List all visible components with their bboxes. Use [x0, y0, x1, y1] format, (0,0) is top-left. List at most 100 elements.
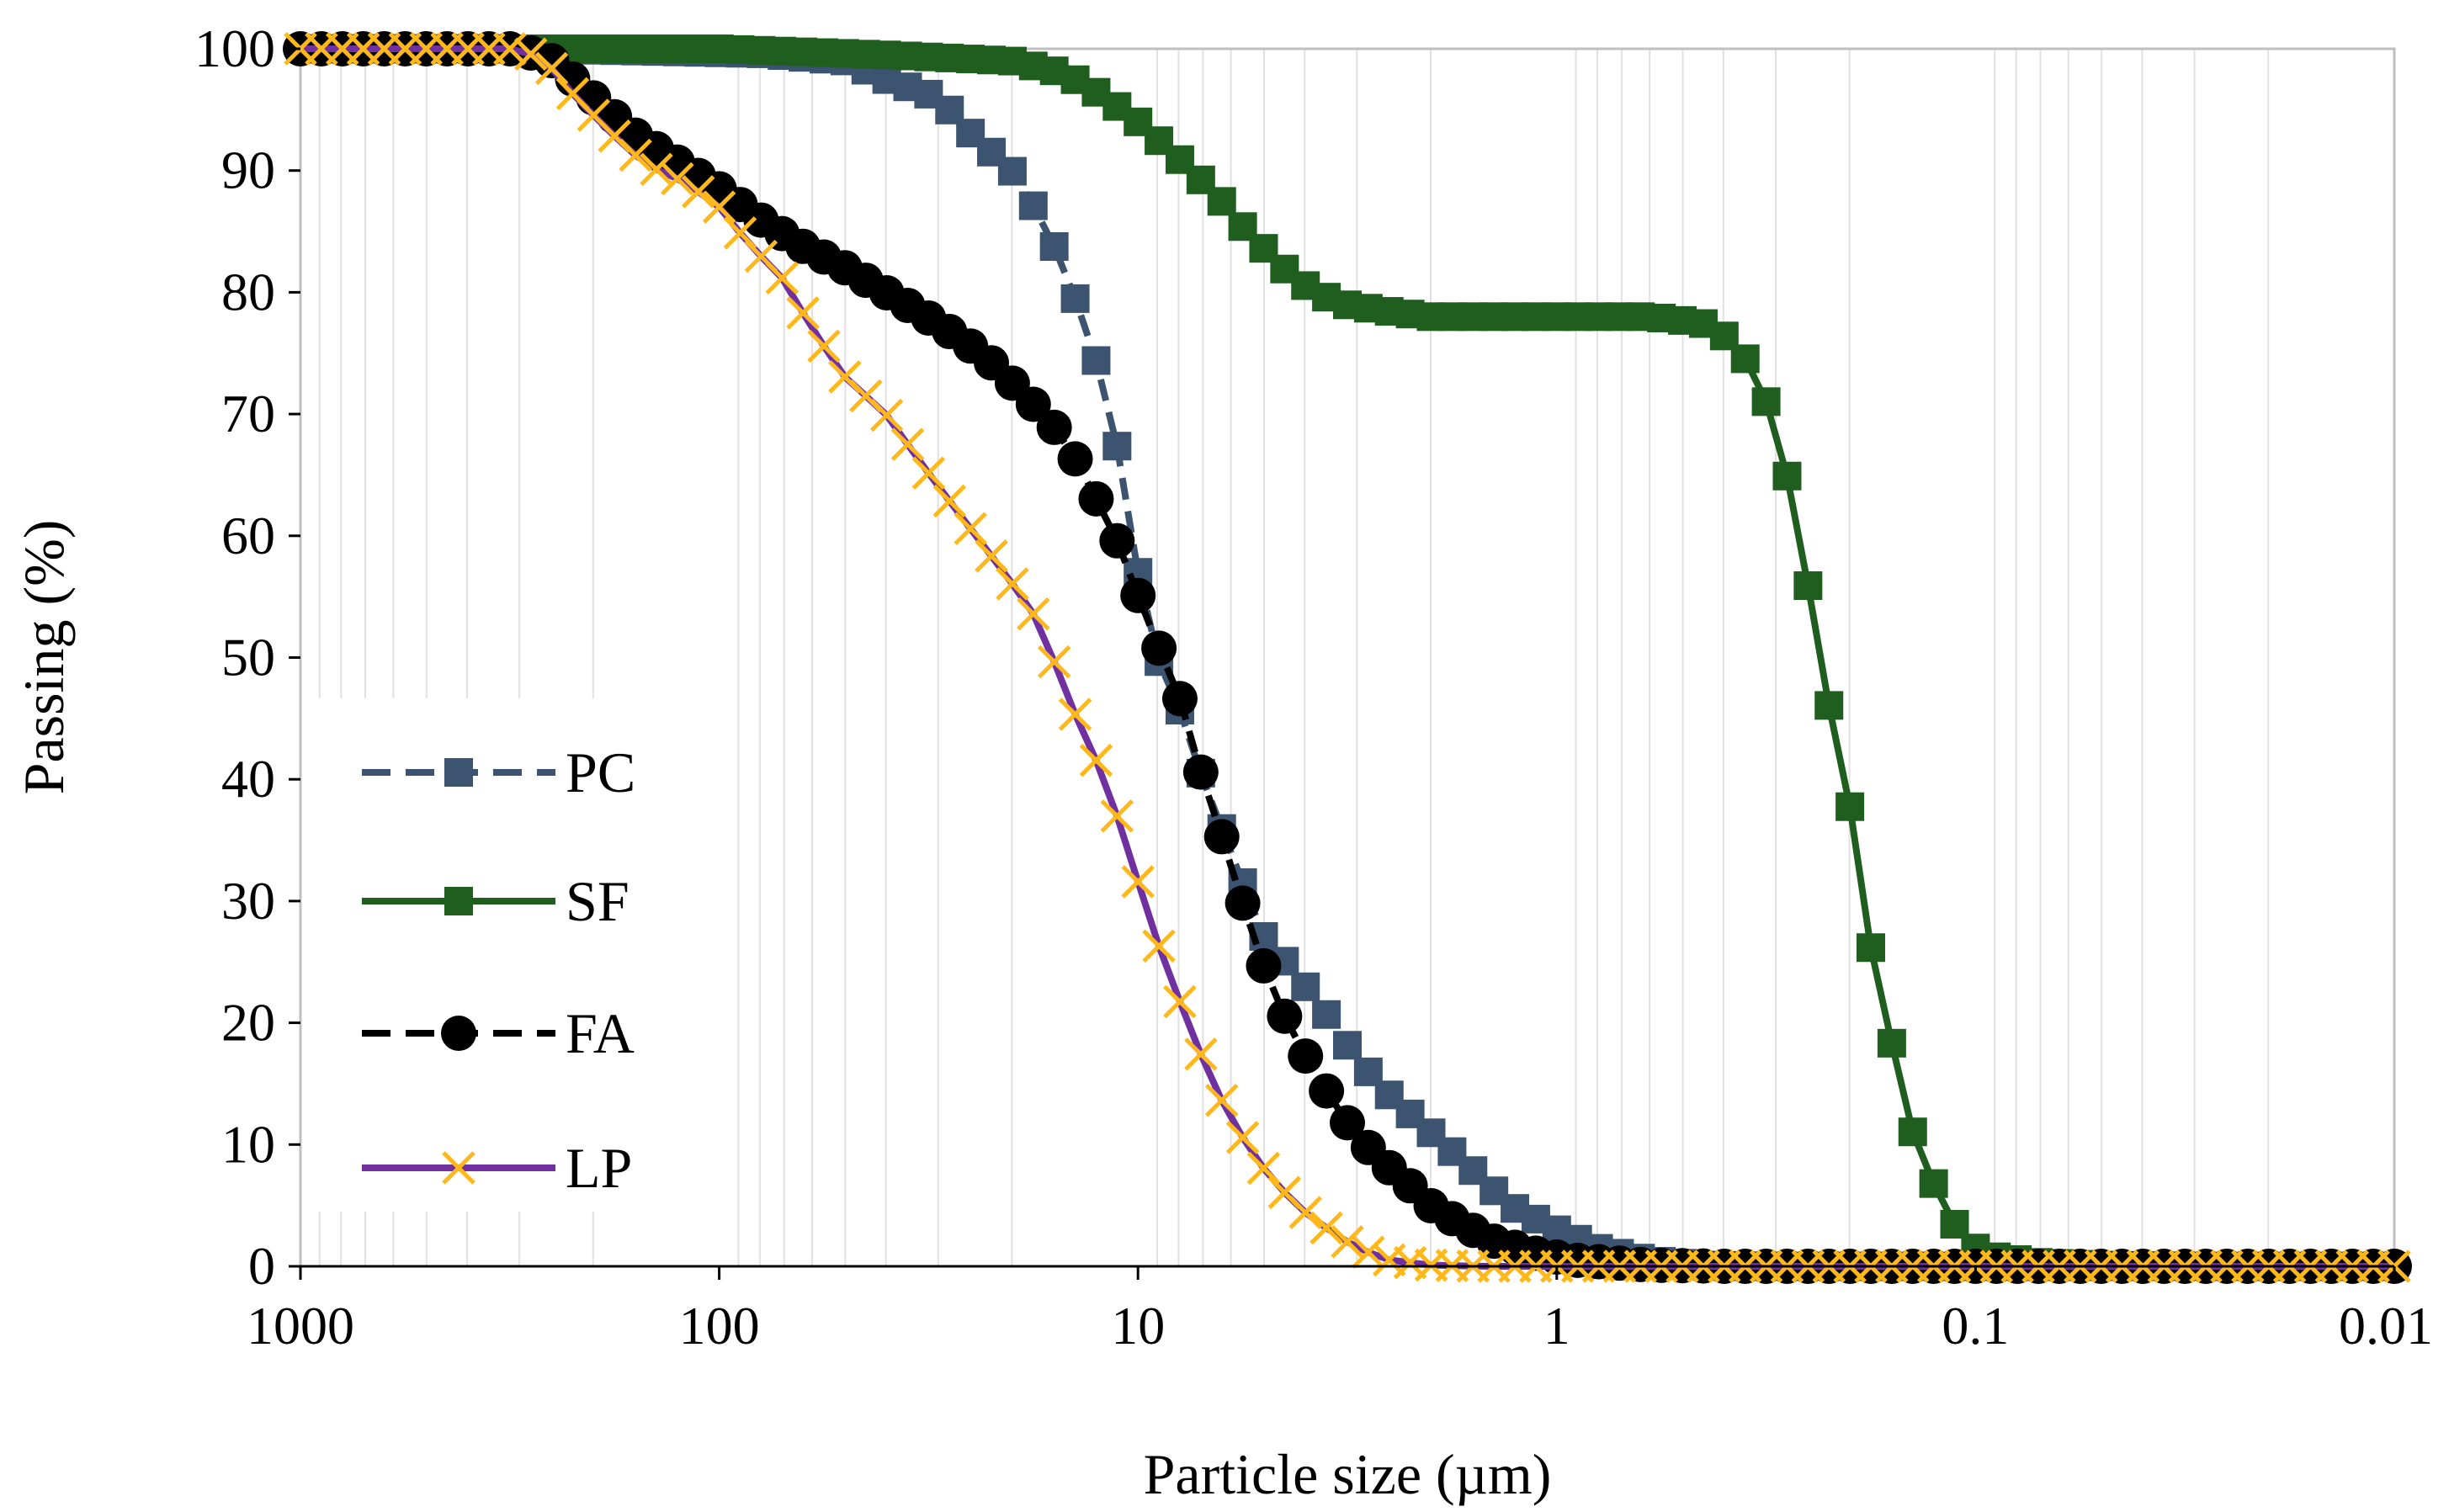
x-marker-stroke — [681, 175, 715, 209]
x-marker-stroke — [702, 190, 736, 224]
data-point-lp — [513, 37, 548, 72]
x-marker-stroke — [1246, 1151, 1281, 1186]
data-point-lp — [1121, 865, 1155, 899]
data-point-lp — [1037, 645, 1071, 679]
x-marker-stroke — [534, 51, 569, 86]
data-point-lp — [1246, 1151, 1281, 1186]
legend-label: PC — [566, 740, 635, 804]
legend-swatch-marker — [444, 758, 473, 787]
data-point-pc — [1039, 232, 1069, 262]
data-point-fa — [1288, 1038, 1324, 1074]
data-point-fa — [1224, 885, 1261, 921]
data-point-fa — [1267, 998, 1303, 1034]
y-axis-ticks: 0 10 20 30 40 50 60 70 80 90 100 — [194, 19, 300, 1296]
x-marker-stroke — [1331, 1225, 1364, 1259]
data-point-lp — [1352, 1235, 1385, 1270]
data-point-lp — [534, 51, 569, 86]
x-marker-stroke — [1142, 929, 1176, 963]
data-point-sf — [1857, 933, 1885, 963]
x-marker-stroke — [1058, 698, 1092, 731]
y-axis-title: Passing (%) — [12, 520, 76, 795]
x-marker-stroke — [786, 296, 820, 330]
data-point-pc — [1081, 346, 1111, 375]
data-point-lp — [702, 190, 736, 224]
y-tick-label: 100 — [194, 19, 275, 78]
x-marker-stroke — [1100, 799, 1134, 833]
x-marker-stroke — [1204, 1083, 1239, 1117]
data-point-fa — [1141, 630, 1177, 666]
data-point-lp — [932, 484, 967, 518]
x-marker-stroke — [1163, 984, 1197, 1019]
x-marker-stroke — [744, 239, 778, 273]
x-marker-stroke — [576, 98, 611, 132]
data-point-lp — [786, 296, 820, 330]
x-marker-stroke — [1121, 865, 1155, 899]
data-point-fa — [1182, 754, 1219, 790]
data-point-lp — [1163, 984, 1197, 1019]
data-point-pc — [1018, 191, 1048, 220]
x-marker-stroke — [1309, 1211, 1343, 1245]
data-point-lp — [1309, 1211, 1343, 1245]
x-axis-ticks: 1000 100 10 1 0.1 0.01 — [247, 1266, 2433, 1355]
data-point-lp — [911, 456, 946, 491]
x-tick-label: 1 — [1543, 1296, 1570, 1355]
y-tick-label: 20 — [221, 993, 275, 1053]
data-point-sf — [1898, 1117, 1927, 1147]
x-marker-stroke — [493, 32, 527, 66]
legend-item-pc: PC — [362, 740, 635, 804]
data-point-lp — [975, 539, 1008, 573]
x-marker-stroke — [807, 329, 841, 363]
data-point-pc — [1333, 1031, 1362, 1060]
data-point-sf — [1814, 691, 1844, 720]
x-tick-label: 10 — [1111, 1296, 1165, 1355]
x-marker-stroke — [1225, 1121, 1260, 1154]
data-point-pc — [997, 157, 1027, 186]
y-tick-label: 80 — [221, 262, 275, 321]
legend-item-fa: FA — [362, 1001, 635, 1065]
legend: PC SF FA LP — [313, 698, 683, 1212]
x-marker-stroke — [869, 398, 904, 432]
x-marker-stroke — [1017, 597, 1050, 631]
x-marker-stroke — [1037, 645, 1071, 679]
x-marker-stroke — [598, 119, 631, 153]
data-point-lp — [493, 32, 527, 66]
x-marker-stroke — [765, 261, 800, 295]
data-point-lp — [954, 512, 987, 546]
x-marker-stroke — [1267, 1175, 1302, 1210]
x-marker-stroke — [619, 138, 652, 172]
data-point-sf — [1919, 1169, 1948, 1198]
data-point-sf — [1877, 1028, 1906, 1058]
legend-label: SF — [566, 869, 630, 933]
legend-swatch-marker — [442, 1151, 475, 1185]
data-point-pc — [1102, 432, 1132, 461]
data-point-fa — [1120, 577, 1156, 613]
x-tick-label: 0.1 — [1942, 1296, 2009, 1355]
x-axis-title: Particle size (µm) — [1144, 1442, 1552, 1506]
x-marker-stroke — [723, 216, 757, 250]
legend-background — [313, 698, 683, 1212]
data-point-fa — [1203, 819, 1240, 855]
data-point-lp — [1058, 698, 1092, 731]
data-point-lp — [619, 138, 652, 172]
x-marker-stroke — [848, 379, 883, 413]
y-tick-label: 50 — [221, 628, 275, 687]
data-point-fa — [1078, 480, 1114, 517]
x-marker-stroke — [890, 427, 925, 461]
data-point-pc — [1312, 1000, 1341, 1029]
data-point-lp — [1225, 1121, 1260, 1154]
data-point-fa — [1015, 386, 1051, 422]
x-tick-label: 100 — [679, 1296, 760, 1355]
legend-label: LP — [566, 1136, 632, 1200]
data-point-sf — [1835, 792, 1865, 821]
data-point-fa — [1246, 947, 1282, 984]
data-point-fa — [1161, 681, 1198, 717]
x-marker-stroke — [1288, 1196, 1323, 1229]
x-marker-stroke — [1184, 1037, 1218, 1071]
x-marker-stroke — [932, 484, 967, 518]
data-point-lp — [1184, 1037, 1218, 1071]
data-point-fa — [1036, 409, 1072, 445]
data-point-sf — [1751, 387, 1781, 416]
legend-swatch-marker — [441, 1016, 476, 1051]
data-point-fa — [1330, 1105, 1365, 1141]
x-marker-stroke — [640, 152, 673, 187]
